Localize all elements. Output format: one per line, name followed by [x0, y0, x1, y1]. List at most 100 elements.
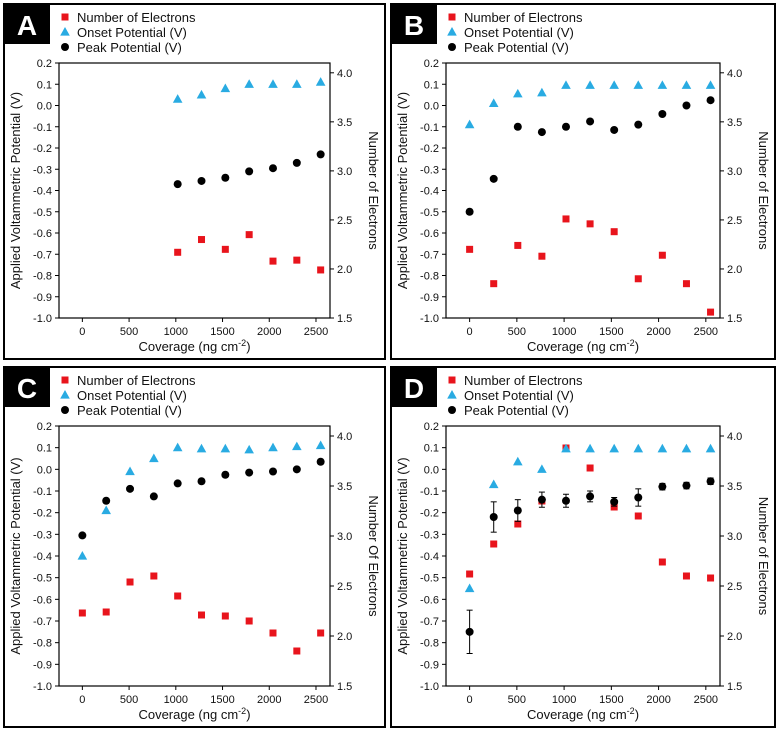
y-right-tick-label: 3.5 [727, 117, 742, 129]
x-tick-label: 1000 [164, 326, 188, 338]
marker-square [198, 236, 206, 244]
y-left-tick-label: -0.6 [33, 228, 52, 240]
marker-square [61, 13, 69, 21]
marker-triangle [172, 94, 183, 103]
x-tick-label: 0 [467, 694, 473, 706]
marker-triangle [513, 456, 523, 466]
marker-square [634, 512, 642, 520]
y-left-tick-label: -0.9 [420, 292, 439, 304]
y-left-tick-label: -0.6 [420, 228, 439, 240]
marker-triangle [268, 79, 278, 88]
x-tick-label: 2500 [694, 694, 718, 706]
marker-circle [292, 465, 301, 474]
marker-square [126, 578, 134, 586]
marker-circle [561, 496, 570, 505]
marker-circle [682, 481, 691, 490]
marker-triangle [315, 77, 326, 86]
panel-letter-badge [391, 4, 437, 44]
y-left-axis-title: Applied Voltammetric Potential (V) [8, 457, 23, 654]
marker-square [269, 629, 277, 637]
y-left-tick-label: -0.8 [33, 271, 52, 283]
y-left-tick-label: 0.1 [37, 79, 52, 91]
marker-triangle [268, 442, 278, 452]
y-left-axis-title: Applied Voltammetric Potential (V) [395, 457, 410, 654]
y-left-tick-label: -0.7 [33, 616, 52, 628]
x-tick-label: 1000 [552, 326, 576, 338]
x-tick-label: 2500 [694, 326, 718, 338]
marker-square [682, 280, 690, 288]
marker-square [317, 629, 325, 637]
marker-square [150, 572, 158, 580]
series-number-of-electrons [466, 215, 715, 316]
y-left-tick-label: -0.5 [33, 573, 52, 585]
marker-circle [586, 492, 595, 501]
marker-triangle [60, 390, 70, 399]
y-right-tick-label: 1.5 [727, 313, 742, 325]
marker-square [293, 256, 301, 264]
panel-letter-badge [391, 367, 437, 407]
marker-square [245, 231, 253, 239]
y-left-tick-label: -0.5 [420, 573, 439, 585]
marker-square [78, 609, 86, 617]
series-onset-potential-v [172, 77, 326, 103]
marker-square [448, 13, 456, 21]
y-left-tick-label: -0.4 [420, 551, 439, 563]
y-right-tick-label: 3.0 [337, 166, 352, 178]
x-tick-label: 2500 [304, 694, 328, 706]
marker-circle [561, 122, 570, 131]
y-left-tick-label: -0.7 [420, 249, 439, 261]
marker-circle [634, 120, 643, 129]
marker-circle [173, 479, 182, 488]
y-left-tick-label: 0.1 [37, 443, 52, 455]
y-left-axis-title: Applied Voltammetric Potential (V) [8, 92, 23, 289]
panel-border [3, 366, 386, 728]
y-right-tick-label: 3.0 [727, 166, 742, 178]
marker-triangle [585, 80, 595, 89]
marker-circle [126, 484, 135, 493]
y-right-tick-label: 3.0 [727, 531, 742, 543]
marker-square [198, 611, 206, 619]
x-axis-title: Coverage (ng cm-2) [138, 706, 250, 722]
x-tick-label: 1000 [552, 694, 576, 706]
marker-triangle [464, 119, 475, 129]
legend-label: Onset Potential (V) [77, 388, 187, 403]
marker-triangle [196, 89, 207, 99]
marker-circle [102, 496, 111, 505]
marker-triangle [657, 443, 668, 453]
y-left-tick-label: -1.0 [33, 313, 52, 325]
marker-triangle [292, 79, 302, 88]
y-left-tick-label: -0.8 [420, 271, 439, 283]
y-right-tick-label: 3.5 [337, 117, 352, 129]
marker-square [174, 592, 182, 600]
panel-d: D 0 500 1000 1500 2000 2500 -1.0 -0.9 -0.8 -0.7 -0.… [390, 366, 776, 728]
y-left-tick-label: -0.1 [33, 486, 52, 498]
legend-label: Number of Electrons [464, 373, 583, 388]
marker-square [707, 574, 715, 582]
legend-label: Number of Electrons [77, 10, 196, 25]
marker-triangle [220, 443, 231, 453]
y-left-axis-title: Applied Voltammetric Potential (V) [395, 92, 410, 289]
y-right-axis-title: Number of Electrons [366, 131, 381, 250]
legend-label: Peak Potential (V) [77, 40, 182, 55]
y-right-tick-label: 4.0 [337, 431, 352, 443]
y-left-tick-label: -0.4 [420, 186, 439, 198]
panel-border [3, 3, 386, 360]
y-left-tick-label: -0.5 [420, 207, 439, 219]
marker-triangle [101, 505, 111, 515]
marker-triangle [633, 443, 644, 453]
marker-circle [706, 96, 715, 105]
y-right-tick-label: 2.0 [337, 631, 352, 643]
y-left-tick-label: -0.1 [420, 122, 439, 134]
marker-triangle [149, 453, 159, 463]
marker-square [490, 280, 498, 288]
y-left-tick-label: -1.0 [420, 313, 439, 325]
marker-circle [61, 406, 69, 414]
y-left-tick-label: -0.3 [420, 529, 439, 541]
y-left-tick-label: -0.2 [420, 508, 439, 520]
panel-a: A 0 500 1000 1500 2000 2500 -1.0 -0.9 -0.8 -0.7 -0.… [3, 3, 386, 360]
y-left-tick-label: -0.8 [33, 638, 52, 650]
marker-square [293, 647, 301, 655]
marker-circle [61, 43, 69, 51]
y-right-tick-label: 2.0 [727, 631, 742, 643]
